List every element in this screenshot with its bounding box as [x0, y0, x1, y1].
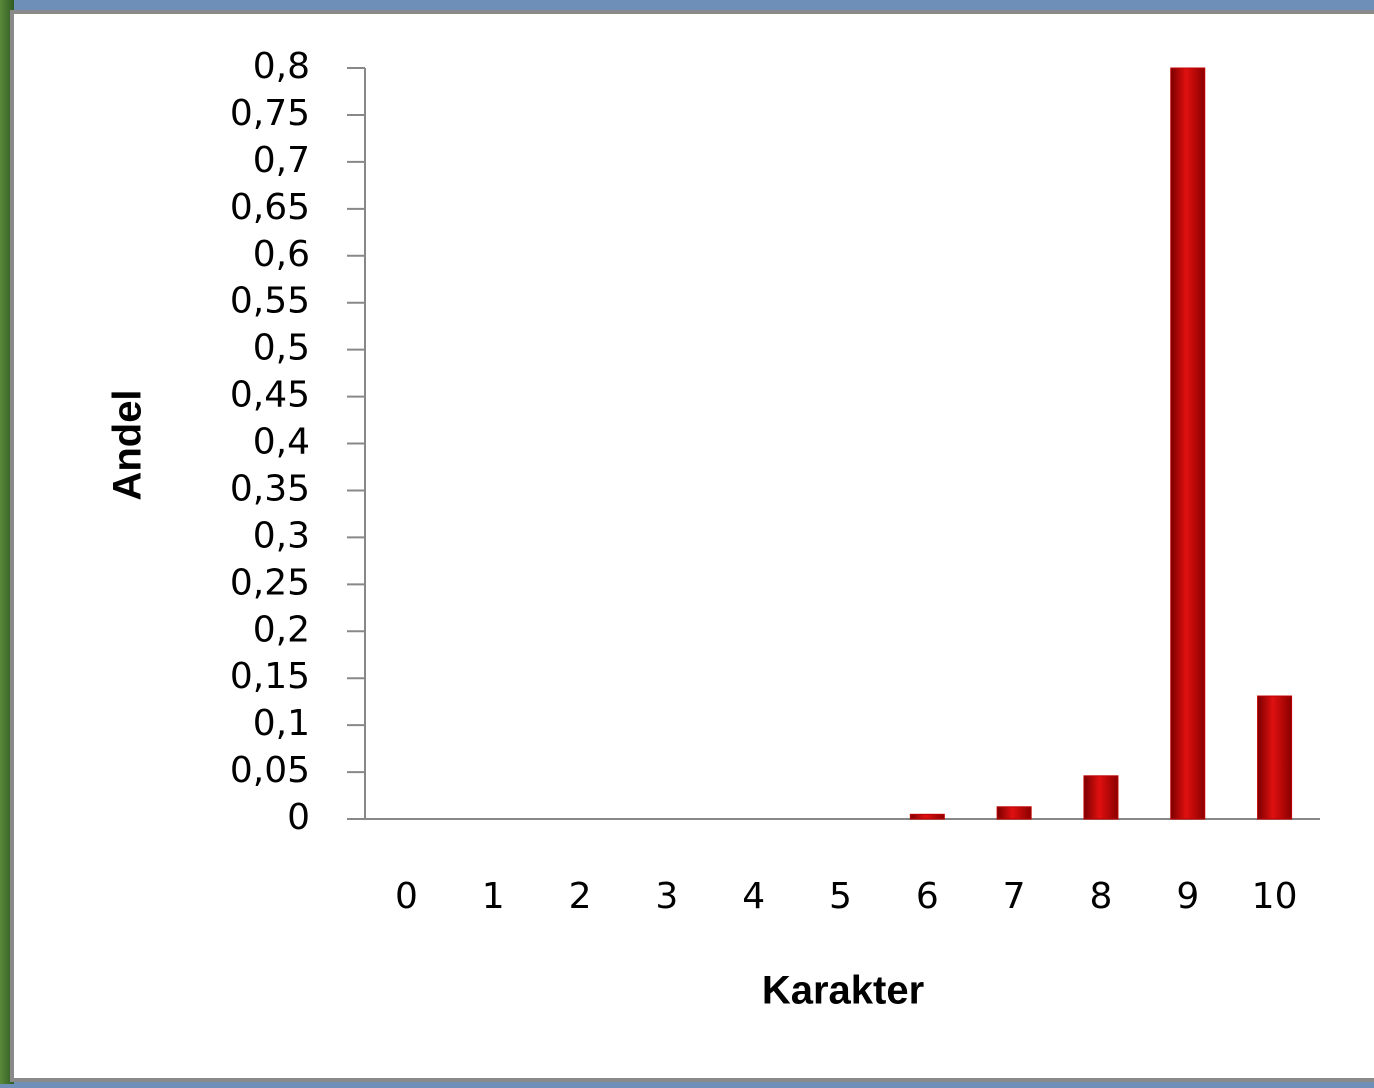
y-tick-label: 0,25: [230, 562, 310, 603]
bar: [910, 814, 944, 819]
x-tick-label: 7: [1003, 876, 1026, 917]
x-tick-label: 1: [482, 876, 505, 917]
y-tick-label: 0,75: [230, 93, 310, 134]
y-tick-label: 0,15: [230, 656, 310, 697]
y-tick-label: 0,05: [230, 750, 310, 791]
bar: [997, 807, 1031, 819]
x-tick-label: 4: [742, 876, 765, 917]
y-tick-label: 0,4: [253, 422, 310, 463]
x-tick-label: 0: [395, 876, 418, 917]
y-tick-label: 0,6: [253, 234, 310, 275]
x-tick-label: 10: [1252, 876, 1298, 917]
x-tick-label: 8: [1090, 876, 1113, 917]
y-tick-label: 0: [287, 797, 310, 838]
bar: [1171, 68, 1205, 819]
y-tick-label: 0,3: [253, 515, 310, 556]
y-tick-label: 0,55: [230, 281, 310, 322]
y-tick-label: 0,2: [253, 609, 310, 650]
chart-panel: [12, 12, 1374, 1080]
y-tick-label: 0,35: [230, 468, 310, 509]
bar: [1258, 696, 1292, 819]
chart: Karakter Andel 0 0,05 0,1 0,15 0,2 0,25 0,3 0,3…: [0, 0, 1374, 1084]
x-axis-title: Karakter: [762, 969, 924, 1013]
x-tick-label: 9: [1176, 876, 1199, 917]
page: {"chart_data": {"type": "bar", "x_label"…: [0, 0, 1374, 1084]
y-tick-label: 0,1: [253, 703, 310, 744]
y-tick-label: 0,8: [253, 46, 310, 87]
x-tick-label: 2: [569, 876, 592, 917]
y-tick-label: 0,65: [230, 187, 310, 228]
bar: [1084, 776, 1118, 819]
y-tick-label: 0,5: [253, 328, 310, 369]
x-tick-label: 6: [916, 876, 939, 917]
y-axis-title: Andel: [106, 389, 150, 500]
x-tick-label: 5: [829, 876, 852, 917]
y-tick-label: 0,7: [253, 140, 310, 181]
y-tick-label: 0,45: [230, 375, 310, 416]
x-tick-label: 3: [655, 876, 678, 917]
